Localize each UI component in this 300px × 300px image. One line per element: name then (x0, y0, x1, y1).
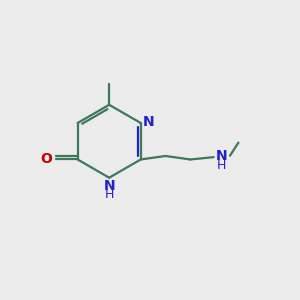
Text: O: O (40, 152, 52, 167)
Text: H: H (104, 188, 114, 201)
Text: H: H (217, 159, 226, 172)
Text: N: N (216, 149, 228, 163)
Text: N: N (103, 179, 115, 193)
Text: N: N (143, 115, 155, 129)
